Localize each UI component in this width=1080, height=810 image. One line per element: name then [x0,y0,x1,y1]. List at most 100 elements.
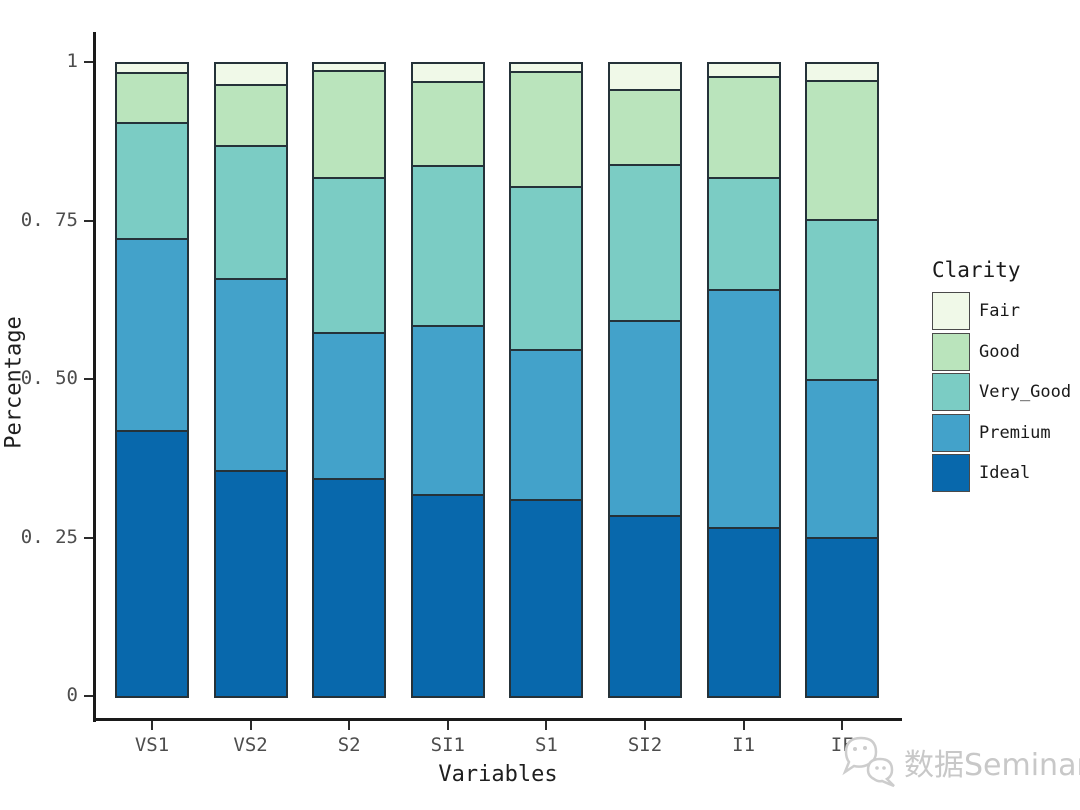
bar-segment-very_good [707,178,780,290]
legend-item: Very_Good [932,373,1080,411]
watermark-text: 数据Seminar [904,748,1080,783]
wechat-chat-bubbles-icon [842,736,895,788]
y-tick-label: 0. 50 [20,367,78,389]
bar-segment-fair [214,63,287,85]
bar-segment-ideal [411,495,484,697]
legend-items: Fair Good Very_Good Premium Ideal [920,292,1080,492]
x-tick [249,721,252,730]
bar-segment-ideal [806,538,879,697]
legend-item-label: Premium [979,422,1051,443]
bar-segment-fair [707,63,780,77]
bar [706,62,781,698]
legend: Clarity Fair Good Very_Good Premium Ideal [920,258,1080,495]
y-tick-label: 0 [66,684,78,706]
x-tick-label: VS1 [134,734,170,756]
legend-item-label: Good [979,341,1020,362]
bar-segment-very_good [214,146,287,279]
bar-segment-ideal [609,515,681,697]
y-tick [84,378,93,380]
bar [115,62,189,698]
legend-swatch [932,454,970,492]
legend-item-label: Fair [979,301,1020,321]
y-tick-label: 1 [66,50,78,72]
bar-segment-very_good [313,177,386,333]
y-tick [84,695,93,697]
bar-segment-premium [116,238,188,431]
bar-segment-good [609,90,681,166]
x-tick-label: S2 [337,734,361,756]
bar [509,62,584,698]
legend-item: Fair [932,292,1080,330]
bar-segment-fair [313,63,386,72]
legend-swatch [932,332,970,371]
legend-item: Ideal [932,454,1080,492]
x-tick-label: I1 [732,734,756,756]
x-tick-label: SI2 [627,734,663,756]
bar-segment-good [707,76,780,179]
legend-swatch [932,413,970,452]
bar-segment-fair [806,63,879,82]
bar-segment-premium [411,326,484,496]
y-axis-line [93,32,96,722]
x-tick [151,721,153,730]
bar-segment-premium [214,278,287,472]
x-tick-label: SI1 [430,734,465,756]
bar [805,62,880,698]
bar-segment-fair [609,63,681,91]
legend-item: Good [932,332,1080,371]
watermark: 数据Seminar [838,730,1080,794]
bar-segment-premium [609,321,681,516]
bar-segment-fair [510,63,583,72]
bar-segment-good [411,82,484,166]
y-tick [84,536,93,539]
legend-item-label: Very_Good [979,382,1072,402]
bar [608,62,682,698]
x-tick [545,721,548,730]
bar-segment-ideal [707,528,780,697]
bar-segment-good [214,84,287,147]
bar [410,62,485,698]
bar-segment-ideal [214,471,287,697]
x-tick-label: VS2 [233,734,268,756]
bar-segment-ideal [116,430,188,697]
bar-segment-premium [806,379,879,539]
bar-segment-good [116,72,188,124]
bar-segment-premium [313,332,386,480]
x-tick [348,721,351,730]
bar-segment-good [313,71,386,178]
bar-segment-good [510,71,583,187]
bar-segment-very_good [609,165,681,322]
bar-segment-very_good [116,123,188,239]
legend-swatch [932,373,970,411]
legend-swatch [932,292,970,330]
bar-segment-very_good [411,165,484,327]
legend-title: Clarity [932,258,1021,282]
x-tick [644,721,646,730]
y-tick [84,219,93,222]
y-axis-title: Percentage [1,316,27,449]
bar-segment-premium [707,289,780,529]
bar-segment-very_good [806,219,879,380]
x-tick [841,721,844,730]
y-tick-label: 0. 75 [20,208,78,231]
bar-segment-fair [411,63,484,82]
x-axis-line [93,718,902,721]
bar-segment-ideal [510,499,583,697]
bar [213,62,288,698]
bar-segment-good [806,81,879,220]
bar-segment-ideal [313,479,386,697]
bar-segment-premium [510,350,583,500]
bar [312,62,387,698]
y-tick-label: 0. 25 [20,525,78,548]
bar-segment-very_good [510,186,583,351]
legend-item: Premium [932,413,1080,452]
legend-item-label: Ideal [979,463,1031,483]
y-tick [84,61,93,63]
bar-segment-fair [116,63,188,73]
x-axis-title: Variables [438,762,558,787]
x-tick [446,721,449,730]
